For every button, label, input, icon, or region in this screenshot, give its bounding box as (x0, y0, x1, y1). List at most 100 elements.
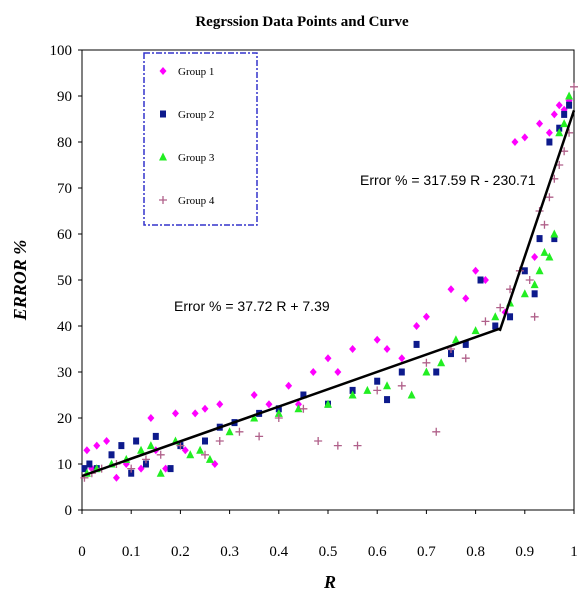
data-point (274, 414, 283, 422)
data-points (80, 82, 578, 482)
data-point (507, 313, 514, 321)
data-point (167, 465, 174, 473)
legend-marker (159, 152, 167, 161)
data-point (83, 446, 91, 455)
data-point (133, 437, 140, 445)
y-tick-label: 10 (57, 457, 72, 473)
data-point (137, 464, 145, 473)
data-point (363, 385, 372, 394)
data-point (531, 290, 538, 298)
data-point (433, 368, 440, 376)
x-tick-label: 0.5 (319, 544, 338, 560)
x-tick-label: 0.1 (122, 544, 141, 560)
data-point (353, 441, 362, 450)
y-tick-label: 50 (57, 273, 72, 289)
data-point (156, 450, 165, 459)
data-point (570, 82, 578, 91)
data-point (294, 400, 302, 409)
data-point (171, 409, 179, 418)
data-point (481, 276, 489, 284)
data-point (525, 276, 534, 284)
legend-marker (159, 196, 167, 204)
equation-low: Error % = 37.72 R + 7.39 (174, 298, 330, 314)
data-point (422, 358, 431, 367)
data-point (545, 252, 554, 261)
data-point (333, 441, 342, 450)
data-point (118, 442, 125, 450)
data-point (540, 247, 549, 256)
series-3 (82, 91, 574, 477)
data-point (255, 432, 264, 441)
data-point (235, 427, 244, 436)
data-point (422, 312, 430, 321)
x-tick-label: 0 (78, 544, 86, 560)
y-tick-label: 30 (57, 365, 72, 381)
y-tick-label: 20 (57, 411, 72, 427)
x-tick-label: 0.2 (171, 544, 190, 560)
data-point (384, 396, 391, 404)
data-point (205, 454, 214, 463)
data-point (422, 367, 431, 376)
data-point (373, 386, 382, 395)
data-point (348, 390, 357, 399)
data-point (152, 432, 159, 440)
data-point (324, 354, 332, 363)
data-point (451, 335, 460, 344)
data-point (349, 345, 357, 353)
data-point (334, 368, 342, 376)
data-point (462, 294, 470, 303)
data-point (551, 235, 558, 243)
data-point (550, 229, 559, 238)
data-point (314, 437, 323, 445)
data-point (300, 391, 307, 399)
y-tick-label: 60 (57, 227, 72, 243)
data-point (383, 345, 391, 353)
data-point (274, 408, 283, 417)
data-point (398, 354, 406, 363)
data-point (216, 400, 224, 409)
x-tick-label: 0.3 (220, 544, 239, 560)
data-point (565, 91, 574, 100)
data-point (383, 381, 392, 390)
data-point (556, 124, 563, 132)
data-point (531, 253, 539, 261)
data-point (545, 193, 554, 202)
data-point (309, 368, 317, 376)
data-point (511, 138, 519, 146)
data-point (491, 312, 500, 321)
data-point (294, 404, 303, 413)
data-point (142, 460, 149, 468)
data-point (186, 450, 195, 459)
data-point (250, 391, 258, 399)
y-tick-label: 80 (57, 135, 72, 151)
x-tick-label: 1 (570, 544, 578, 560)
data-point (265, 400, 273, 409)
series-1 (83, 96, 573, 482)
data-point (560, 119, 569, 128)
data-point (275, 405, 282, 413)
data-point (413, 340, 420, 348)
data-point (285, 381, 293, 390)
x-axis: 0 0.1 0.2 0.3 0.4 0.5 0.6 0.7 0.8 0.9 1 (78, 510, 578, 560)
legend-label: Group 1 (178, 66, 214, 78)
data-point (545, 128, 553, 137)
x-axis-label: R (323, 572, 336, 592)
data-point (540, 220, 549, 229)
legend-marker (159, 67, 167, 75)
data-point (93, 441, 101, 450)
regression-lines (81, 109, 576, 478)
data-point (201, 404, 209, 413)
legend-label: Group 2 (178, 109, 214, 121)
x-tick-label: 0.8 (466, 544, 485, 560)
data-point (112, 473, 120, 482)
data-point (462, 340, 469, 348)
data-point (398, 368, 405, 376)
y-tick-label: 90 (57, 89, 72, 105)
data-point (521, 267, 528, 275)
data-point (374, 377, 381, 385)
data-point (86, 460, 93, 468)
data-point (349, 386, 356, 394)
data-point (162, 464, 170, 473)
data-point (520, 289, 529, 298)
